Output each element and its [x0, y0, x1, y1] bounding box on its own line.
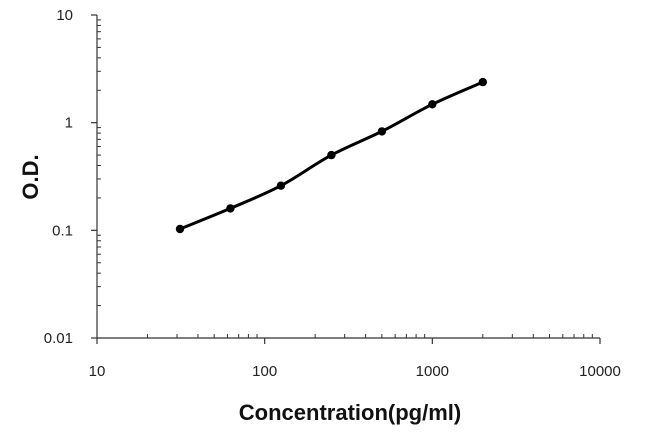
x-axis-ticks — [96, 334, 601, 344]
data-point — [327, 150, 336, 160]
x-axis-title: Concentration(pg/ml) — [239, 400, 461, 425]
series-points — [175, 77, 487, 234]
y-axis-title: O.D. — [18, 154, 43, 199]
data-point — [478, 77, 487, 87]
y-tick-label: 10 — [56, 7, 73, 24]
y-axis-tick-labels: 10 1 0.1 0.01 — [44, 7, 73, 347]
data-point — [428, 100, 437, 109]
data-point — [175, 224, 185, 234]
data-point — [276, 181, 286, 190]
x-tick-label: 1000 — [416, 363, 449, 380]
x-axis-tick-labels: 10 100 1000 10000 — [89, 363, 621, 380]
axes — [91, 14, 601, 344]
y-tick-label: 0.01 — [44, 330, 73, 347]
x-tick-label: 10000 — [579, 363, 621, 380]
data-point — [226, 204, 235, 213]
data-point — [377, 127, 387, 136]
x-tick-label: 100 — [252, 363, 277, 380]
y-axis-ticks — [91, 14, 101, 339]
x-tick-label: 10 — [89, 363, 106, 380]
y-tick-label: 0.1 — [52, 222, 73, 239]
plot-area — [175, 77, 487, 234]
y-tick-label: 1 — [65, 115, 73, 132]
